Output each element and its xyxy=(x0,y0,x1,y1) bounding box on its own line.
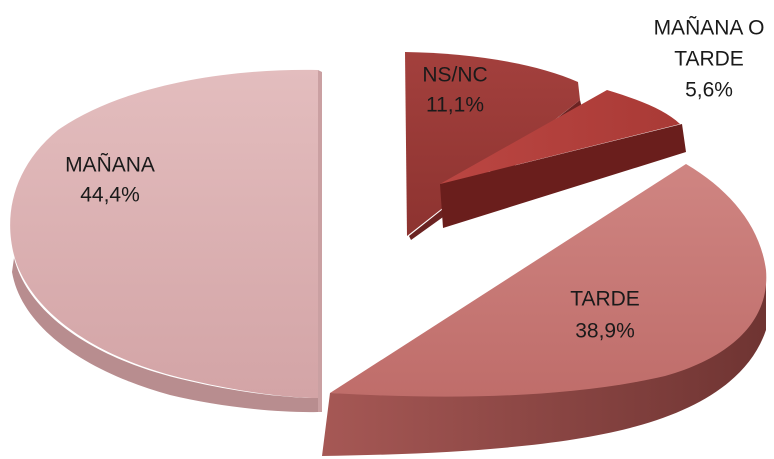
slice-manana-o-tarde xyxy=(440,90,686,228)
slice-label-manana-o-tarde: TARDE xyxy=(674,48,744,71)
slice-label-tarde: TARDE xyxy=(570,288,640,311)
slice-manana-cut xyxy=(318,70,322,412)
slice-tarde-face xyxy=(330,164,767,397)
slice-manana-o-tarde-side xyxy=(440,124,686,228)
slice-value-nsnc: 11,1% xyxy=(426,94,484,117)
slice-value-manana-o-tarde: 5,6% xyxy=(685,79,733,102)
pie-labels: MAÑANA 44,4% NS/NC 11,1% MAÑANA O TARDE 5,6% TA… xyxy=(65,16,764,343)
pie-slices xyxy=(10,52,767,456)
slice-label-manana-o-tarde: MAÑANA O xyxy=(654,16,765,40)
slice-value-tarde: 38,9% xyxy=(575,320,635,343)
slice-label-nsnc: NS/NC xyxy=(422,64,487,87)
slice-tarde-side xyxy=(322,276,766,456)
slice-manana xyxy=(10,69,322,413)
slice-label-manana: MAÑANA xyxy=(65,153,155,177)
slice-tarde xyxy=(322,164,767,456)
slice-manana-side xyxy=(12,258,318,413)
slice-value-manana: 44,4% xyxy=(80,184,140,207)
slice-manana-o-tarde-face xyxy=(440,90,680,184)
slice-manana-face xyxy=(10,69,318,398)
